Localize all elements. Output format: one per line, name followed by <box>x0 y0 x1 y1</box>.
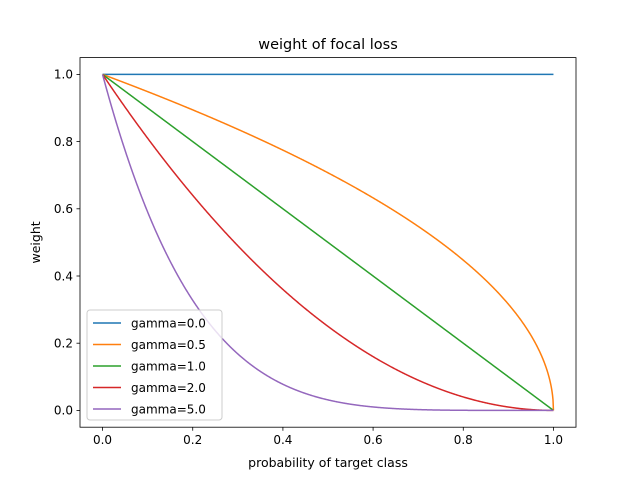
chart-title: weight of focal loss <box>258 37 398 53</box>
x-tick-label: 0.2 <box>183 433 202 447</box>
y-tick-label: 1.0 <box>54 68 73 82</box>
y-tick-label: 0.0 <box>54 404 73 418</box>
y-tick-label: 0.4 <box>54 269 73 283</box>
x-tick-label: 0.0 <box>93 433 112 447</box>
y-axis-label: weight <box>28 221 43 263</box>
legend-label: gamma=5.0 <box>131 402 206 416</box>
y-tick-label: 0.6 <box>54 202 73 216</box>
y-axis-ticks: 0.0 0.2 0.4 0.6 0.8 1.0 <box>54 68 80 418</box>
plot-frame <box>79 57 577 428</box>
series-line-2 <box>102 73 554 411</box>
legend-label: gamma=0.0 <box>131 316 206 330</box>
legend-label: gamma=1.0 <box>131 359 206 373</box>
series-line-1 <box>102 73 555 411</box>
x-axis-label: probability of target class <box>248 455 408 470</box>
x-tick-label: 0.8 <box>454 433 473 447</box>
x-axis-ticks: 0.0 0.2 0.4 0.6 0.8 1.0 <box>93 427 563 447</box>
series-line-4 <box>101 74 554 412</box>
legend-label: gamma=0.5 <box>131 338 206 352</box>
legend: gamma=0.0 gamma=0.5 gamma=1.0 gamma=2.0 gamm… <box>86 309 223 421</box>
y-tick-label: 0.8 <box>54 135 73 149</box>
y-tick-label: 0.2 <box>54 337 73 351</box>
legend-label: gamma=2.0 <box>131 381 206 395</box>
x-tick-label: 0.4 <box>273 433 292 447</box>
x-tick-label: 0.6 <box>364 433 383 447</box>
legend-box <box>86 309 223 421</box>
series-line-3 <box>101 73 554 412</box>
plot-lines <box>101 73 555 412</box>
x-tick-label: 1.0 <box>544 433 563 447</box>
